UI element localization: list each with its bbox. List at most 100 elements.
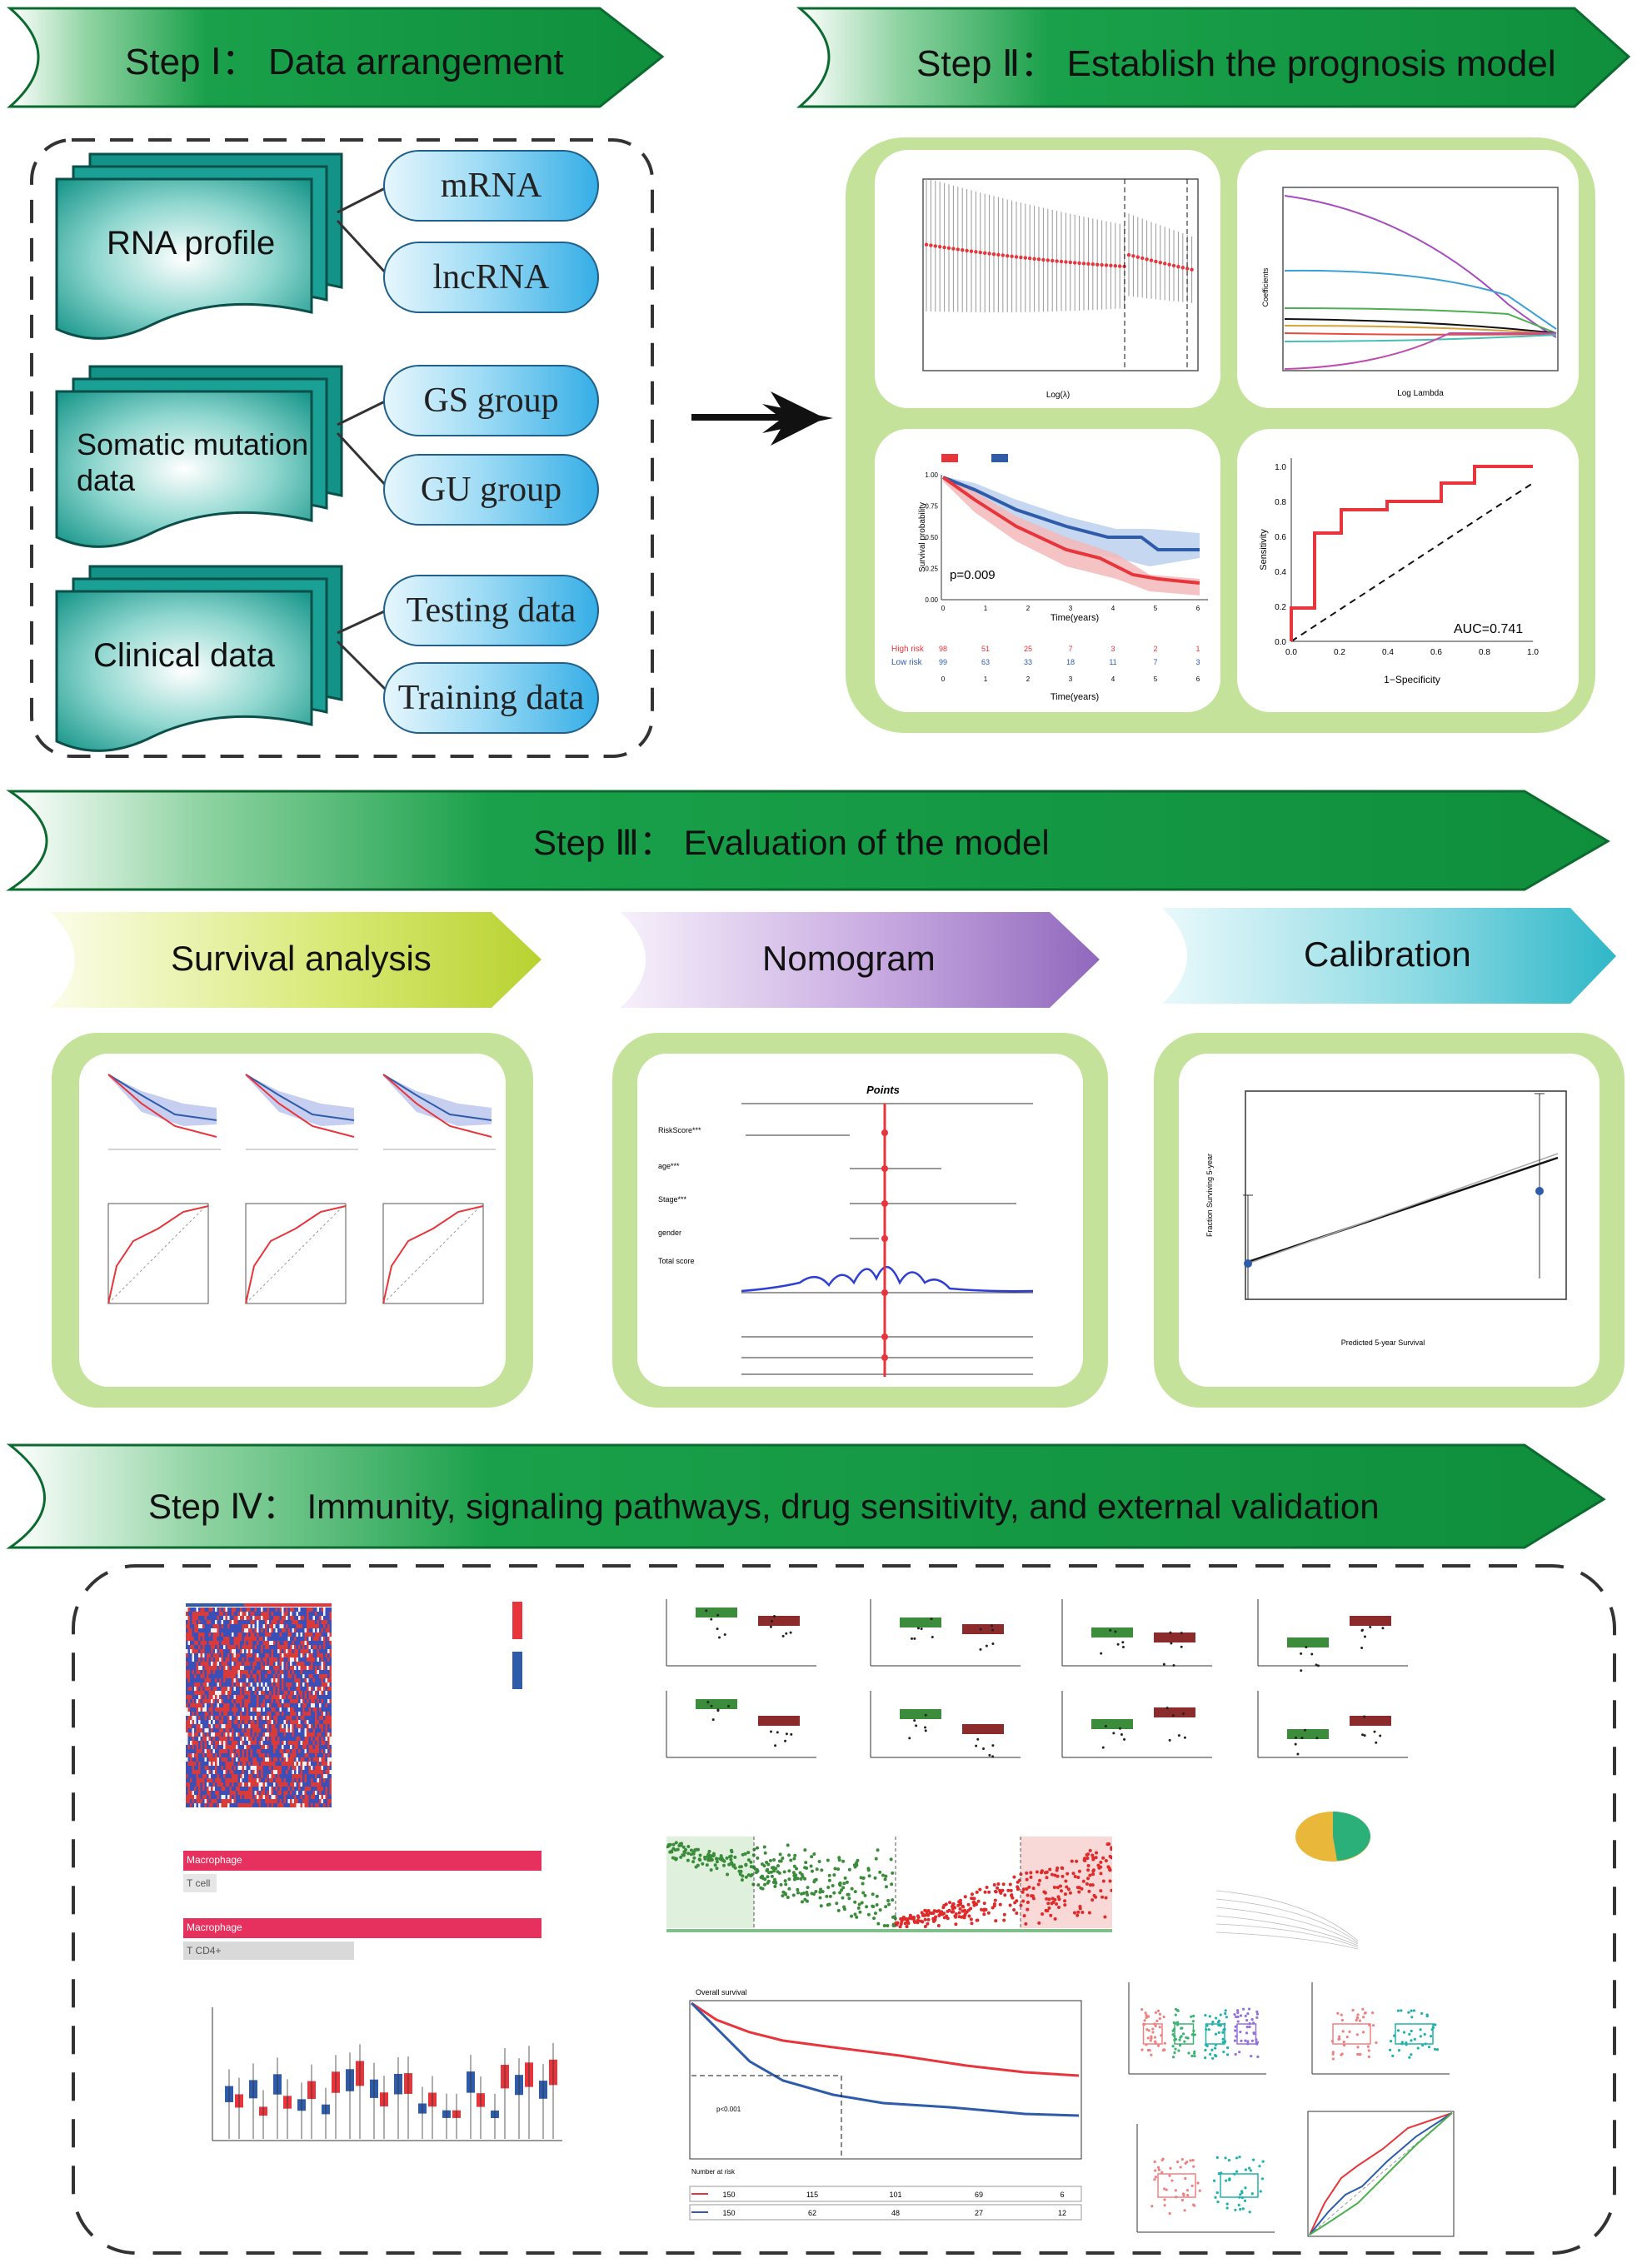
heatmap-cell [198, 1716, 201, 1720]
heatmap-cell [221, 1628, 223, 1632]
rc-point [1190, 2015, 1193, 2018]
km-risk-low: 3 [1195, 658, 1200, 666]
heatmap-cell [319, 1674, 322, 1678]
rc-point [1157, 2168, 1160, 2171]
sb-point [920, 1627, 923, 1631]
heatmap-cell [298, 1757, 301, 1762]
heatmap-cell [300, 1766, 302, 1770]
scatter-point-green [787, 1887, 791, 1891]
rc-point [1389, 2040, 1393, 2043]
heatmap-cell [242, 1703, 244, 1707]
heatmap-cell [317, 1766, 319, 1770]
heatmap-cell [229, 1620, 232, 1624]
heatmap-cell [233, 1732, 236, 1737]
heatmap-cell [227, 1791, 230, 1795]
sb-point [723, 1632, 726, 1636]
heatmap-cell [321, 1770, 323, 1774]
heatmap-cell [196, 1732, 198, 1737]
heatmap-cell [323, 1620, 326, 1624]
heatmap-cell [257, 1712, 259, 1716]
heatmap-cell [300, 1753, 302, 1757]
heatmap-cell [312, 1632, 315, 1637]
heatmap-cell [196, 1707, 198, 1712]
heatmap-cell [283, 1778, 286, 1782]
heatmap-cell [225, 1612, 227, 1616]
sb-point [1360, 1629, 1364, 1632]
heatmap-cell [319, 1762, 322, 1766]
heatmap-cell [287, 1678, 290, 1682]
scatter-point-red [946, 1917, 950, 1921]
heatmap-cell [300, 1774, 302, 1778]
heatmap-cell [317, 1616, 319, 1620]
heatmap-cell [277, 1637, 280, 1641]
heatmap-cell [219, 1778, 222, 1782]
heatmap-cell [227, 1628, 230, 1632]
heatmap-cell [233, 1707, 236, 1712]
scatter-point-red [996, 1886, 1000, 1890]
heatmap-cell [227, 1637, 230, 1641]
km-risk-high: 25 [1024, 645, 1032, 653]
scatter-point-green [872, 1917, 876, 1921]
heatmap-cell [194, 1608, 197, 1612]
heatmap-cell [192, 1620, 194, 1624]
cv-point [1019, 255, 1023, 260]
heatmap-cell [215, 1645, 217, 1649]
heatmap-cell [252, 1608, 255, 1612]
sb-point [1369, 1626, 1372, 1629]
immune-bar-macrophage-2 [183, 1918, 542, 1938]
heatmap-cell [321, 1687, 323, 1691]
heatmap-cell [223, 1749, 226, 1753]
heatmap-cell [315, 1632, 317, 1637]
rc-point [1208, 2015, 1211, 2018]
heatmap-cell [240, 1662, 242, 1666]
heatmap-cell [225, 1728, 227, 1732]
heatmap-cell [300, 1703, 302, 1707]
heatmap-cell [225, 1762, 227, 1766]
heatmap-cell [202, 1612, 205, 1616]
heatmap-cell [200, 1766, 202, 1770]
heatmap-cell [329, 1803, 332, 1807]
heatmap-cell [329, 1695, 332, 1699]
heatmap-cell [290, 1757, 292, 1762]
heatmap-cell [211, 1695, 213, 1699]
heatmap-cell [286, 1741, 288, 1745]
heatmap-cell [200, 1757, 202, 1762]
heatmap-cell [321, 1724, 323, 1728]
heatmap-cell [261, 1608, 263, 1612]
heatmap-cell [212, 1620, 215, 1624]
rc-point [1180, 2158, 1184, 2161]
heatmap-cell [200, 1699, 202, 1703]
heatmap-cell [227, 1732, 230, 1737]
heatmap-cell [302, 1728, 305, 1732]
heatmap-cell [192, 1732, 194, 1737]
immune-boxplot [212, 2007, 562, 2141]
heatmap-cell [317, 1695, 319, 1699]
heatmap-cell [275, 1791, 277, 1795]
heatmap-cell [298, 1612, 301, 1616]
heatmap-cell [308, 1745, 311, 1749]
heatmap-cell [325, 1770, 327, 1774]
heatmap-cell [232, 1695, 234, 1699]
heatmap-cell [283, 1774, 286, 1778]
heatmap-cell [186, 1653, 188, 1657]
heatmap-cell [225, 1787, 227, 1791]
heatmap-cell [287, 1732, 290, 1737]
scatter-point-green [871, 1892, 875, 1897]
heatmap-cell [229, 1703, 232, 1707]
heatmap-cell [311, 1662, 313, 1666]
heatmap-cell [277, 1620, 280, 1624]
scatter-point-red [982, 1912, 986, 1917]
heatmap-cell [217, 1753, 219, 1757]
heatmap-cell [315, 1653, 317, 1657]
heatmap-cell [223, 1637, 226, 1641]
heatmap-cell [232, 1703, 234, 1707]
scatter-point-green [833, 1867, 837, 1871]
heatmap-cell [215, 1612, 217, 1616]
heatmap-cell [187, 1707, 190, 1712]
heatmap-cell [311, 1632, 313, 1637]
heatmap-cell [217, 1778, 219, 1782]
heatmap-cell [246, 1774, 248, 1778]
scatter-point-red [976, 1918, 980, 1922]
heatmap-cell [252, 1712, 255, 1716]
sb-box-high [758, 1716, 800, 1726]
